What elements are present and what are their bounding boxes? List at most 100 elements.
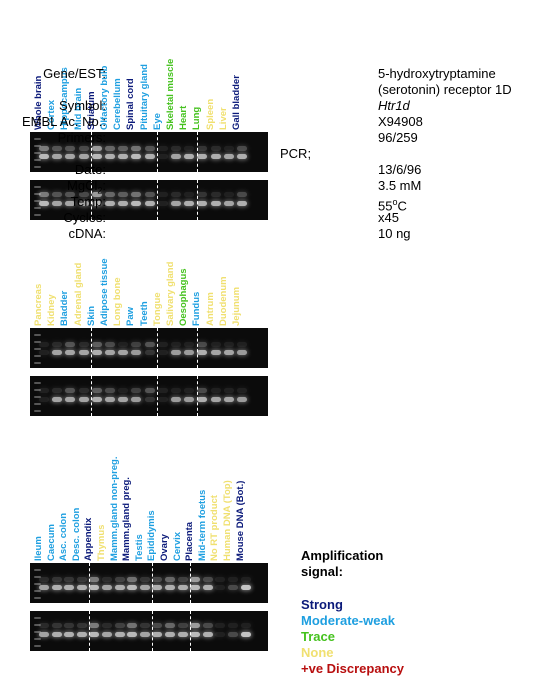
gel-band xyxy=(89,623,100,628)
gel-band xyxy=(118,154,129,159)
lane-label: Caecum xyxy=(45,524,57,561)
gel-band xyxy=(139,585,150,590)
ladder-band xyxy=(34,186,41,188)
gel-band xyxy=(152,623,163,628)
gel-band xyxy=(202,632,213,637)
gel-image-top xyxy=(30,328,268,368)
lane-label: Teeth xyxy=(138,301,150,326)
cycles-value: x45 xyxy=(378,210,399,225)
gel-band xyxy=(105,201,115,206)
gel-band xyxy=(102,632,112,637)
gel-band xyxy=(91,388,102,393)
lane-group-separator xyxy=(157,132,159,172)
gel-band xyxy=(39,397,49,402)
gel-band xyxy=(118,192,129,197)
gel-band xyxy=(197,201,208,206)
gel-band xyxy=(197,342,208,347)
embl-label: EMBL Ac. No.: xyxy=(21,114,106,129)
ladder-band xyxy=(34,410,41,412)
ladder-band xyxy=(34,631,41,633)
gel-band xyxy=(237,154,247,159)
lane-label: Mid-term foetus xyxy=(196,489,208,561)
gel-band xyxy=(152,632,163,637)
gel-band xyxy=(39,623,49,628)
lane-group-separator xyxy=(91,132,93,172)
gel-band xyxy=(190,577,201,582)
gel-band xyxy=(91,342,102,347)
gel-band xyxy=(237,397,247,402)
gel-band xyxy=(65,342,76,347)
gel-band xyxy=(91,201,102,206)
gel-band xyxy=(210,397,221,402)
gel-band xyxy=(190,632,201,637)
cdna-label: cDNA: xyxy=(68,226,106,241)
gel-band xyxy=(39,350,49,355)
ladder-band xyxy=(34,200,41,202)
lane-label: Human DNA (Top) xyxy=(222,480,233,561)
gel-band xyxy=(127,632,138,637)
gel-band xyxy=(127,623,138,628)
lane-label: Bladder xyxy=(59,290,71,326)
gel-band xyxy=(131,342,142,347)
lane-label: Mamm.gland preg. xyxy=(121,477,133,561)
lane-label: Lung xyxy=(191,106,203,130)
gel-band xyxy=(228,632,238,637)
gel-band xyxy=(118,388,129,393)
lane-label: Epididymis xyxy=(146,510,158,561)
gel-band xyxy=(89,632,100,637)
gel-band xyxy=(223,350,234,355)
lane-label: No RT product xyxy=(209,495,221,561)
gel-band xyxy=(52,397,63,402)
gel-band xyxy=(51,585,62,590)
gel-band xyxy=(78,201,89,206)
gel-band xyxy=(131,397,142,402)
gel-band xyxy=(105,388,115,393)
gel-band xyxy=(228,623,238,628)
legend-title-line1: Amplification xyxy=(301,548,384,563)
lane-group-separator xyxy=(89,611,91,651)
lane-group-separator xyxy=(152,563,154,603)
gel-band xyxy=(131,192,142,197)
gel-band xyxy=(131,146,142,151)
gel-band xyxy=(91,146,102,151)
pcr-label: PCR; xyxy=(280,146,312,161)
lane-group-separator xyxy=(89,563,91,603)
gel-band xyxy=(78,192,89,197)
gel-band xyxy=(152,577,163,582)
ladder-band xyxy=(34,152,41,154)
ladder-band xyxy=(34,617,41,619)
gel-band xyxy=(190,623,201,628)
gel-band xyxy=(105,192,115,197)
gel-band xyxy=(91,397,102,402)
gel-band xyxy=(131,350,142,355)
gel-band xyxy=(197,388,208,393)
gel-band xyxy=(114,577,125,582)
ladder-band xyxy=(34,638,41,640)
lane-label: Cervix xyxy=(171,531,183,561)
gel-band xyxy=(52,388,63,393)
gene-value-line2: (serotonin) receptor 1D xyxy=(378,82,512,97)
gel-band xyxy=(210,201,221,206)
gel-band xyxy=(157,154,168,159)
lane-label: Asc. colon xyxy=(58,512,70,561)
gel-band xyxy=(144,350,155,355)
lane-label: Paw xyxy=(125,306,137,326)
date-value: 13/6/96 xyxy=(378,162,422,177)
gel-band xyxy=(51,623,62,628)
gel-band xyxy=(237,388,247,393)
gel-band xyxy=(64,577,75,582)
gel-band xyxy=(197,146,208,151)
lane-label: Adipose tissue xyxy=(99,258,110,326)
gel-band xyxy=(144,146,155,151)
lane-group-separator xyxy=(189,611,191,651)
gel-band xyxy=(127,585,138,590)
gel-band xyxy=(144,342,155,347)
lane-label: Gall bladder xyxy=(231,75,242,130)
gel-band xyxy=(184,342,195,347)
lane-label: Ovary xyxy=(159,534,170,561)
gel-band xyxy=(171,342,181,347)
ladder-band xyxy=(34,569,41,571)
gel-band xyxy=(105,154,115,159)
gel-band xyxy=(139,577,150,582)
ladder-band xyxy=(34,396,41,398)
